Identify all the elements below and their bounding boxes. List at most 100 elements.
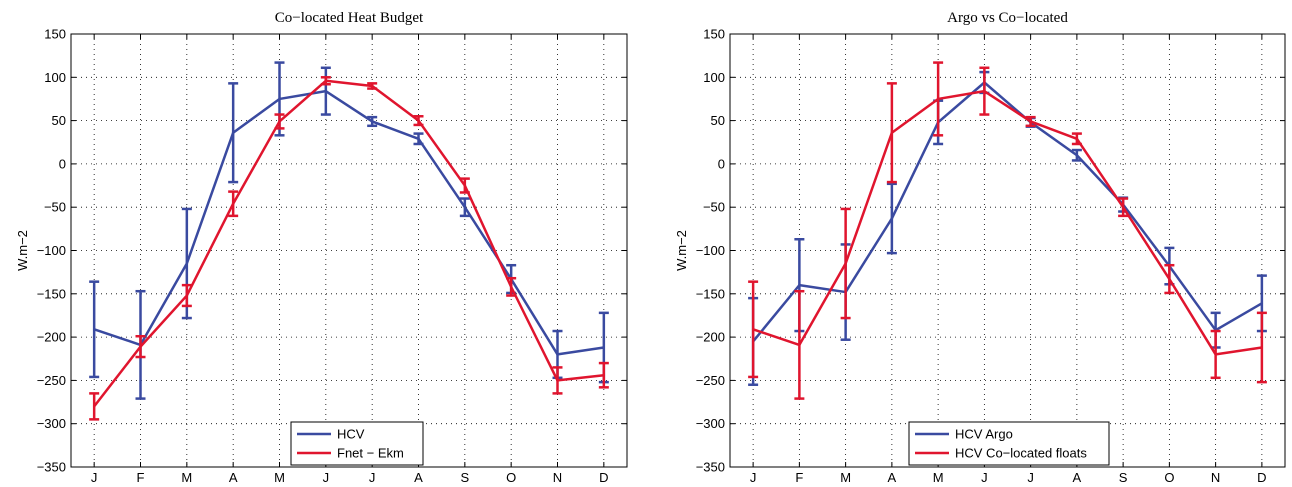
- x-tick-label: A: [888, 470, 897, 485]
- y-tick-label: −300: [696, 416, 725, 431]
- series-line: [752, 89, 1263, 356]
- legend-box: [908, 421, 1110, 466]
- data-point: [324, 89, 328, 93]
- y-tick-label: −350: [696, 460, 725, 475]
- y-tick-label: −100: [696, 243, 725, 258]
- data-point: [1075, 137, 1079, 140]
- x-tick-label: J: [1027, 470, 1034, 485]
- data-point: [1075, 154, 1079, 157]
- x-tick-label: D: [599, 470, 608, 485]
- x-tick-label: S: [1119, 470, 1128, 485]
- legend-box: [290, 421, 424, 466]
- series-line: [93, 89, 605, 356]
- data-point: [463, 184, 467, 187]
- x-tick-label: M: [933, 470, 944, 485]
- y-tick-label: 100: [703, 70, 725, 85]
- data-point: [231, 131, 235, 134]
- data-point: [556, 353, 559, 356]
- legend-label: HCV: [337, 427, 365, 442]
- data-point: [231, 202, 235, 205]
- data-point: [1168, 277, 1171, 281]
- x-tick-label: M: [840, 470, 851, 485]
- data-point: [370, 120, 374, 123]
- series-0: [89, 61, 609, 400]
- y-tick-label: −200: [696, 330, 725, 345]
- y-tick-label: −200: [37, 330, 66, 345]
- series-line: [752, 81, 1263, 343]
- y-tick-label: −100: [37, 243, 66, 258]
- y-tick-label: 50: [52, 113, 66, 128]
- data-point: [278, 120, 281, 123]
- data-point: [798, 283, 801, 287]
- data-point: [417, 137, 420, 140]
- x-tick-label: O: [506, 470, 516, 485]
- y-tick-label: 100: [44, 70, 66, 85]
- plot-area: [729, 33, 1286, 468]
- series-line: [93, 79, 604, 408]
- x-tick-label: A: [414, 470, 423, 485]
- legend: HCV Argo HCV Co−located floats: [908, 421, 1110, 466]
- y-tick-label: −50: [703, 200, 725, 215]
- data-point: [602, 346, 606, 349]
- x-tick-label: J: [750, 470, 757, 485]
- x-tick-label: O: [1164, 470, 1174, 485]
- chart-title: Co−located Heat Budget: [275, 10, 424, 26]
- x-tick-label: J: [981, 470, 988, 485]
- y-tick-label: −250: [37, 373, 66, 388]
- chart-title: Argo vs Co−located: [947, 10, 1068, 26]
- data-point: [185, 262, 189, 265]
- series-1: [748, 61, 1267, 400]
- data-point: [463, 206, 467, 209]
- data-point: [556, 379, 559, 382]
- x-tick-label: M: [274, 470, 285, 485]
- x-tick-label: J: [323, 470, 330, 485]
- y-tick-label: 150: [703, 27, 725, 42]
- data-point: [602, 374, 606, 377]
- y-axis-label: W.m−2: [674, 230, 689, 271]
- y-tick-label: 0: [718, 156, 725, 171]
- data-point: [936, 97, 940, 101]
- data-point: [751, 328, 755, 331]
- data-point: [844, 262, 847, 265]
- y-axis-label: W.m−2: [15, 230, 30, 271]
- series-0: [748, 70, 1267, 386]
- data-point: [890, 217, 894, 220]
- data-point: [278, 97, 281, 101]
- x-tick-label: D: [1257, 470, 1266, 485]
- data-point: [370, 84, 374, 88]
- x-tick-label: F: [795, 470, 803, 485]
- legend-label: HCV Co−located floats: [955, 446, 1087, 461]
- data-point: [890, 131, 894, 134]
- chart-right: −350 −300 −250 −200 −150 −100 −50 0 50 100 150 J F M A…: [674, 10, 1286, 485]
- y-tick-label: −300: [37, 416, 66, 431]
- data-point: [983, 89, 986, 93]
- x-tick-label: A: [229, 470, 238, 485]
- data-point: [1260, 346, 1264, 349]
- data-point: [1214, 353, 1217, 356]
- legend-label: Fnet − Ekm: [337, 446, 404, 461]
- data-point: [1260, 302, 1264, 305]
- x-tick-label: M: [181, 470, 192, 485]
- data-point: [185, 294, 189, 297]
- legend-label: HCV Argo: [955, 427, 1013, 442]
- y-tick-label: 0: [59, 156, 66, 171]
- series-1: [89, 76, 609, 421]
- y-tick-label: −250: [696, 373, 725, 388]
- x-tick-label: J: [91, 470, 98, 485]
- x-tick-label: F: [137, 470, 145, 485]
- y-tick-label: 150: [44, 27, 66, 42]
- plot-area: [70, 33, 628, 468]
- data-point: [1121, 206, 1125, 209]
- data-point: [509, 285, 513, 289]
- data-point: [92, 405, 96, 408]
- x-tick-label: N: [1211, 470, 1220, 485]
- legend: HCV Fnet − Ekm: [290, 421, 424, 466]
- y-tick-label: −150: [37, 286, 66, 301]
- x-tick-label: A: [1073, 470, 1082, 485]
- data-point: [139, 345, 142, 348]
- data-point: [324, 79, 328, 82]
- data-point: [417, 119, 420, 122]
- data-point: [1029, 120, 1032, 123]
- y-tick-label: −150: [696, 286, 725, 301]
